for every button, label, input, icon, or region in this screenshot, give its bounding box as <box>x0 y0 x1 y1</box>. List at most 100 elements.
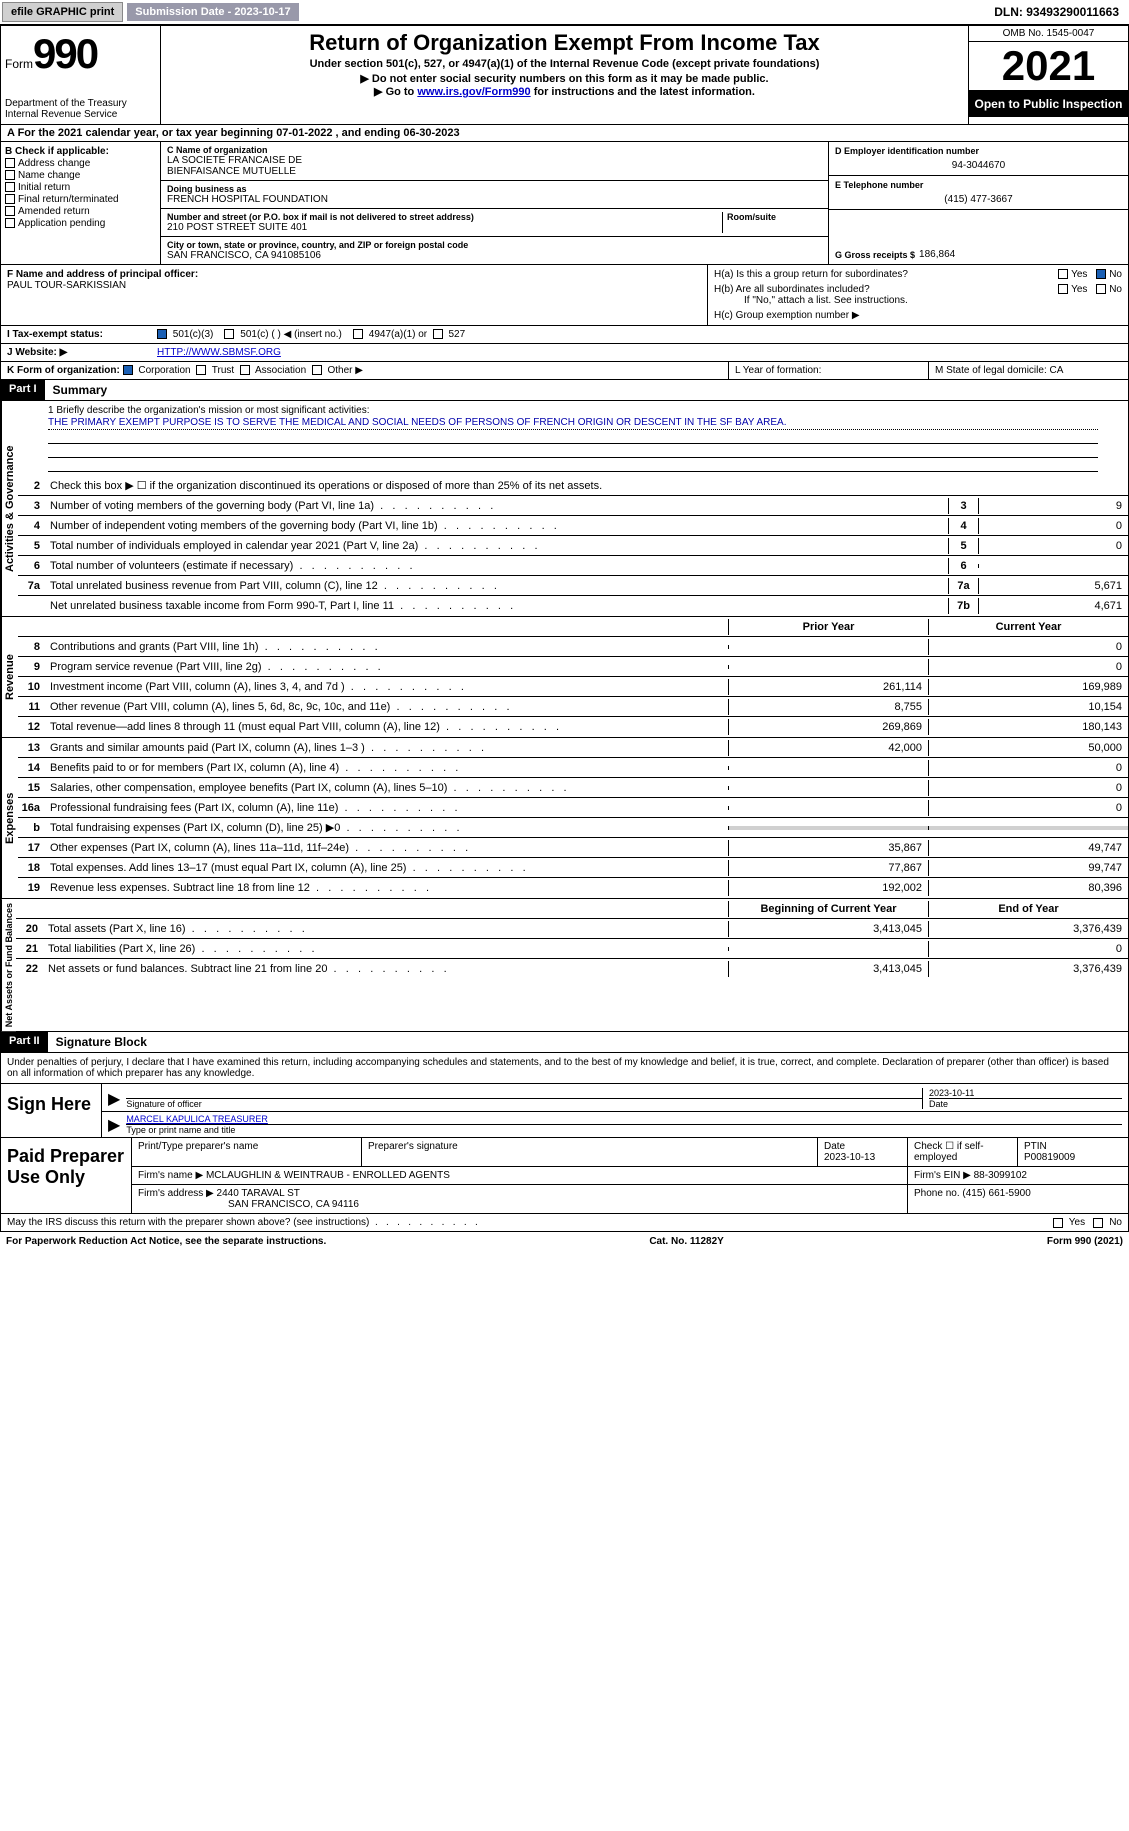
paperwork-notice: For Paperwork Reduction Act Notice, see … <box>6 1236 326 1247</box>
sig-date-label: Date <box>929 1098 1122 1109</box>
part2-title: Signature Block <box>48 1032 155 1052</box>
cb-4947[interactable] <box>353 329 363 339</box>
table-row: 15 Salaries, other compensation, employe… <box>18 778 1128 798</box>
form-org-label: K Form of organization: <box>7 365 120 376</box>
dln-number: DLN: 93493290011663 <box>994 5 1127 19</box>
col-b-header: B Check if applicable: <box>5 146 156 157</box>
cb-trust[interactable] <box>196 365 206 375</box>
submission-date: Submission Date - 2023-10-17 <box>127 3 298 21</box>
table-row: 14 Benefits paid to or for members (Part… <box>18 758 1128 778</box>
top-bar: efile GRAPHIC print Submission Date - 20… <box>0 0 1129 25</box>
table-row: 20 Total assets (Part X, line 16) 3,413,… <box>16 919 1128 939</box>
dept-treasury: Department of the Treasury <box>5 98 156 109</box>
mission-blank <box>48 458 1098 472</box>
hb-note: If "No," attach a list. See instructions… <box>714 295 1122 306</box>
signature-block: Under penalties of perjury, I declare th… <box>0 1053 1129 1138</box>
header-center: Return of Organization Exempt From Incom… <box>161 26 968 124</box>
cb-527[interactable] <box>433 329 443 339</box>
efile-print-button[interactable]: efile GRAPHIC print <box>2 2 123 22</box>
prep-self-employed: Check ☐ if self-employed <box>908 1138 1018 1166</box>
col-b-checkboxes: B Check if applicable: Address change Na… <box>1 142 161 264</box>
firm-ein: 88-3099102 <box>974 1170 1027 1181</box>
cb-ha-yes[interactable] <box>1058 269 1068 279</box>
cb-other[interactable] <box>312 365 322 375</box>
sig-officer-label: Signature of officer <box>126 1098 922 1109</box>
line2-text: Check this box ▶ ☐ if the organization d… <box>46 477 1128 494</box>
cb-application-pending[interactable] <box>5 218 15 228</box>
mission-block: 1 Briefly describe the organization's mi… <box>18 401 1128 476</box>
form-subtitle: Under section 501(c), 527, or 4947(a)(1)… <box>165 58 964 70</box>
form-title: Return of Organization Exempt From Incom… <box>165 30 964 56</box>
form-org-row: K Form of organization: Corporation Trus… <box>0 362 1129 380</box>
org-name-1: LA SOCIETE FRANCAISE DE <box>167 155 822 166</box>
open-to-public: Open to Public Inspection <box>969 91 1128 117</box>
cb-hb-yes[interactable] <box>1058 284 1068 294</box>
part2-header-row: Part II Signature Block <box>0 1032 1129 1053</box>
cb-501c3[interactable] <box>157 329 167 339</box>
identity-block: B Check if applicable: Address change Na… <box>0 142 1129 265</box>
prep-name-label: Print/Type preparer's name <box>132 1138 362 1166</box>
footer-line: For Paperwork Reduction Act Notice, see … <box>0 1232 1129 1251</box>
mission-text: THE PRIMARY EXEMPT PURPOSE IS TO SERVE T… <box>48 416 1098 430</box>
table-row: 18 Total expenses. Add lines 13–17 (must… <box>18 858 1128 878</box>
tax-year: 2021 <box>969 42 1128 91</box>
officer-name: PAUL TOUR-SARKISSIAN <box>7 280 701 291</box>
cb-501c[interactable] <box>224 329 234 339</box>
table-row: 16a Professional fundraising fees (Part … <box>18 798 1128 818</box>
cb-corporation[interactable] <box>123 365 133 375</box>
mission-blank <box>48 430 1098 444</box>
mission-blank <box>48 444 1098 458</box>
cb-ha-no[interactable] <box>1096 269 1106 279</box>
header-left: Form990 Department of the Treasury Inter… <box>1 26 161 124</box>
cb-initial-return[interactable] <box>5 182 15 192</box>
cb-amended-return[interactable] <box>5 206 15 216</box>
header-right: OMB No. 1545-0047 2021 Open to Public In… <box>968 26 1128 124</box>
arrow-icon: ▶ <box>108 1089 120 1109</box>
room-label: Room/suite <box>727 212 822 222</box>
ein-label: D Employer identification number <box>835 146 1122 156</box>
col-d-ein: D Employer identification number 94-3044… <box>828 142 1128 264</box>
table-row: 9 Program service revenue (Part VIII, li… <box>18 657 1128 677</box>
expenses-section: Expenses 13 Grants and similar amounts p… <box>0 738 1129 899</box>
side-expenses: Expenses <box>1 738 18 898</box>
form-note-ssn: ▶ Do not enter social security numbers o… <box>165 72 964 85</box>
cb-discuss-no[interactable] <box>1093 1218 1103 1228</box>
form-number: 990 <box>33 30 97 77</box>
cb-final-return[interactable] <box>5 194 15 204</box>
officer-label: F Name and address of principal officer: <box>7 269 701 280</box>
cb-discuss-yes[interactable] <box>1053 1218 1063 1228</box>
irs-link[interactable]: www.irs.gov/Form990 <box>417 86 530 98</box>
ha-label: H(a) Is this a group return for subordin… <box>714 269 908 280</box>
cb-name-change[interactable] <box>5 170 15 180</box>
discuss-row: May the IRS discuss this return with the… <box>0 1214 1129 1232</box>
phone-value: (415) 477-3667 <box>835 190 1122 205</box>
website-link[interactable]: HTTP://WWW.SBMSF.ORG <box>157 347 281 358</box>
year-formation: L Year of formation: <box>728 362 928 379</box>
ein-value: 94-3044670 <box>835 156 1122 171</box>
officer-group-block: F Name and address of principal officer:… <box>0 265 1129 326</box>
governance-section: Activities & Governance 1 Briefly descri… <box>0 401 1129 617</box>
firm-address-1: 2440 TARAVAL ST <box>217 1188 300 1199</box>
gross-label: G Gross receipts $ <box>835 250 915 260</box>
calendar-year-line: A For the 2021 calendar year, or tax yea… <box>0 125 1129 142</box>
form-prefix: Form <box>5 57 33 71</box>
mission-label: 1 Briefly describe the organization's mi… <box>48 405 1098 416</box>
part1-title: Summary <box>45 380 116 400</box>
cb-association[interactable] <box>240 365 250 375</box>
gross-value: 186,864 <box>919 249 955 260</box>
website-label: J Website: ▶ <box>1 344 151 361</box>
hc-label: H(c) Group exemption number ▶ <box>714 310 1122 321</box>
col-current-year: Current Year <box>928 619 1128 635</box>
cb-address-change[interactable] <box>5 158 15 168</box>
omb-number: OMB No. 1545-0047 <box>969 26 1128 42</box>
side-netassets: Net Assets or Fund Balances <box>1 899 16 1031</box>
netassets-section: Net Assets or Fund Balances Beginning of… <box>0 899 1129 1032</box>
prep-date: 2023-10-13 <box>824 1152 875 1163</box>
table-row: 8 Contributions and grants (Part VIII, l… <box>18 637 1128 657</box>
cb-hb-no[interactable] <box>1096 284 1106 294</box>
firm-name: MCLAUGHLIN & WEINTRAUB - ENROLLED AGENTS <box>206 1170 450 1181</box>
city-label: City or town, state or province, country… <box>167 240 822 250</box>
form-note-link: ▶ Go to www.irs.gov/Form990 for instruct… <box>165 85 964 98</box>
sig-name-value: MARCEL KAPULICA TREASURER <box>126 1114 1122 1124</box>
table-row: 11 Other revenue (Part VIII, column (A),… <box>18 697 1128 717</box>
